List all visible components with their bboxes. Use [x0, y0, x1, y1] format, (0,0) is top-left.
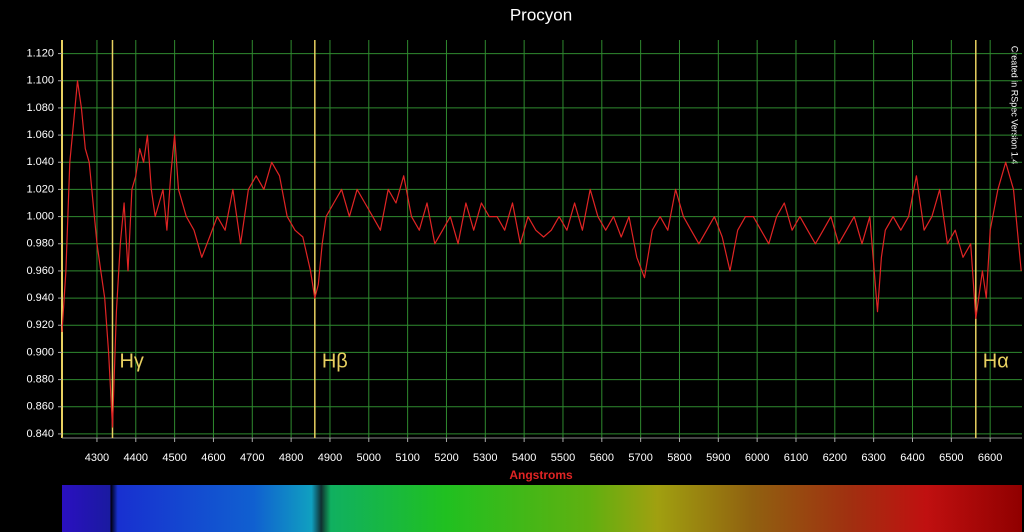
x-tick-label: 5700 [628, 452, 652, 464]
x-tick-label: 6600 [978, 452, 1002, 464]
x-axis-label: Angstroms [509, 468, 573, 482]
x-tick-label: 6200 [823, 452, 847, 464]
x-tick-label: 4500 [162, 452, 186, 464]
y-tick-label: 0.980 [26, 238, 54, 250]
y-tick-label: 1.120 [26, 47, 54, 59]
y-tick-label: 1.000 [26, 210, 54, 222]
reference-label: Hβ [322, 350, 348, 372]
x-tick-label: 4800 [279, 452, 303, 464]
y-tick-label: 0.960 [26, 265, 54, 277]
x-tick-label: 5800 [667, 452, 691, 464]
x-tick-label: 6400 [900, 452, 924, 464]
note: Created in RSpec Version 1.4 [1010, 46, 1020, 165]
x-tick-label: 4900 [318, 452, 342, 464]
y-tick-label: 1.080 [26, 102, 54, 114]
y-tick-label: 1.100 [26, 75, 54, 87]
y-tick-label: 0.840 [26, 428, 54, 440]
x-tick-label: 4600 [201, 452, 225, 464]
x-tick-label: 6300 [861, 452, 885, 464]
x-tick-label: 5000 [357, 452, 381, 464]
x-tick-label: 5200 [434, 452, 458, 464]
y-tick-label: 1.060 [26, 129, 54, 141]
x-tick-label: 5500 [551, 452, 575, 464]
x-tick-label: 4300 [85, 452, 109, 464]
y-tick-label: 0.900 [26, 346, 54, 358]
reference-label: Hα [983, 350, 1009, 372]
reference-label: Hγ [119, 350, 143, 372]
x-tick-label: 5600 [590, 452, 614, 464]
plot-area [62, 40, 1022, 438]
x-tick-label: 5900 [706, 452, 730, 464]
x-tick-label: 4400 [124, 452, 148, 464]
chart-title: Procyon [510, 5, 572, 24]
spectrum-line [61, 80, 1022, 428]
x-tick-label: 5300 [473, 452, 497, 464]
x-tick-label: 5400 [512, 452, 536, 464]
x-tick-label: 6100 [784, 452, 808, 464]
spectrum-strip [62, 485, 1022, 532]
y-tick-label: 1.020 [26, 183, 54, 195]
y-tick-label: 0.920 [26, 319, 54, 331]
x-tick-label: 6000 [745, 452, 769, 464]
y-tick-label: 1.040 [26, 156, 54, 168]
x-tick-label: 5100 [395, 452, 419, 464]
x-tick-label: 6500 [939, 452, 963, 464]
y-tick-label: 0.880 [26, 373, 54, 385]
y-tick-label: 0.860 [26, 401, 54, 413]
x-tick-label: 4700 [240, 452, 264, 464]
y-tick-label: 0.940 [26, 292, 54, 304]
